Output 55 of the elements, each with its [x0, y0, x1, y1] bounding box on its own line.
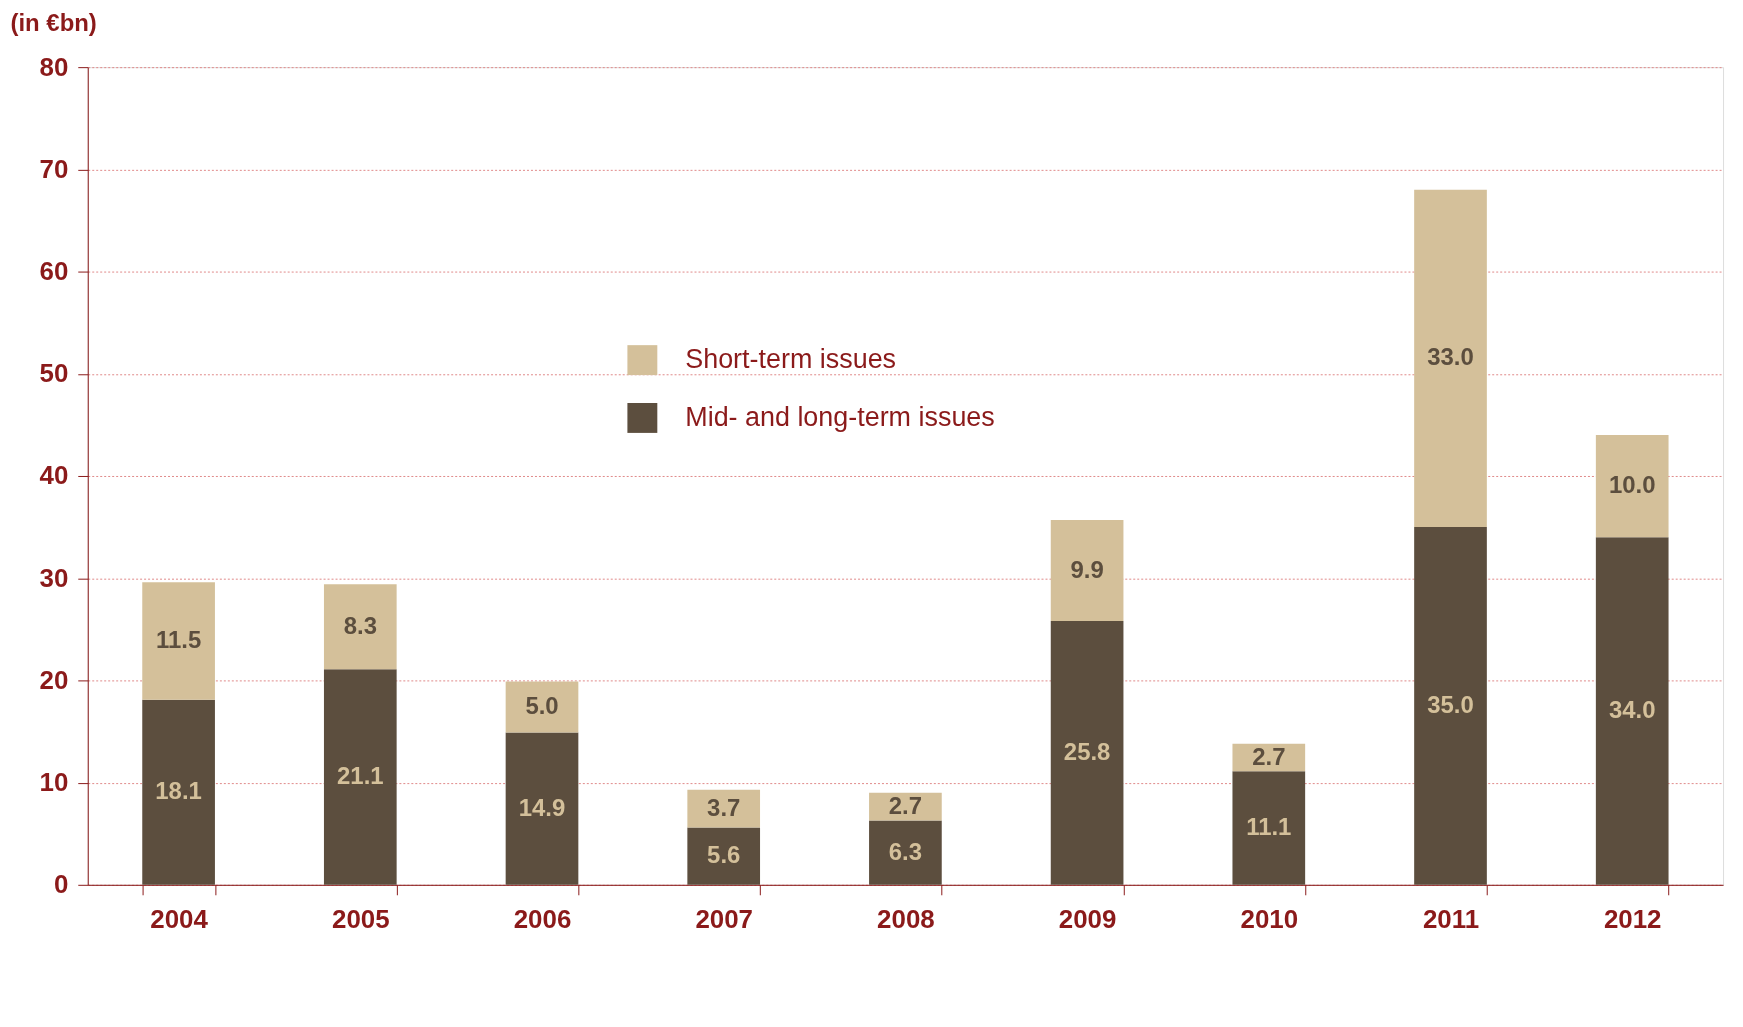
- data-label: 2.7: [888, 791, 923, 819]
- y-tick-label: 70: [39, 154, 69, 183]
- bar: [505, 732, 579, 885]
- bar: [1050, 621, 1124, 885]
- data-label: 11.5: [155, 626, 202, 654]
- bar: [1050, 519, 1124, 622]
- y-tick-label: 60: [39, 257, 69, 286]
- y-tick-label: 30: [39, 563, 69, 592]
- bar: [505, 681, 579, 733]
- bar: [1595, 435, 1669, 538]
- x-tick-label: 2007: [695, 905, 754, 934]
- data-label: 25.8: [1063, 737, 1111, 765]
- data-label: 18.1: [155, 777, 202, 805]
- data-label: 33.0: [1427, 343, 1474, 371]
- x-tick-label: 2009: [1058, 905, 1117, 934]
- y-tick-label: 50: [39, 359, 69, 388]
- data-label: 8.3: [343, 611, 377, 639]
- data-label: 3.7: [707, 793, 741, 821]
- y-tick-label: 10: [39, 768, 69, 797]
- x-tick-label: 2011: [1422, 905, 1480, 934]
- legend-label: Short-term issues: [685, 344, 897, 375]
- bar: [1414, 189, 1487, 528]
- bar: [687, 789, 761, 828]
- bar: [687, 827, 761, 885]
- bar: [1595, 537, 1669, 885]
- bar: [142, 699, 215, 885]
- data-label: 6.3: [888, 837, 923, 865]
- data-label: 21.1: [337, 761, 384, 789]
- bar: [323, 584, 397, 670]
- y-tick-label: 20: [39, 665, 69, 694]
- x-tick-label: 2008: [877, 905, 935, 934]
- data-label: 10.0: [1608, 471, 1656, 499]
- x-tick-label: 2004: [150, 905, 209, 934]
- legend-label: Mid- and long-term issues: [685, 401, 995, 432]
- data-label: 2.7: [1252, 742, 1286, 770]
- data-label: 9.9: [1070, 555, 1104, 583]
- data-label: 14.9: [518, 793, 566, 821]
- y-tick-label: 0: [53, 870, 69, 899]
- bar: [323, 669, 397, 885]
- y-tick-label: 80: [39, 52, 69, 81]
- bar: [869, 820, 942, 885]
- bar: [142, 582, 215, 700]
- x-tick-label: 2012: [1603, 905, 1662, 934]
- x-tick-label: 2010: [1240, 905, 1299, 934]
- data-label: 35.0: [1427, 690, 1474, 718]
- data-label: 34.0: [1608, 696, 1656, 724]
- data-label: 11.1: [1246, 813, 1292, 841]
- bar: [1414, 527, 1487, 885]
- y-tick-label: 40: [39, 461, 69, 490]
- x-tick-label: 2005: [331, 905, 390, 934]
- data-label: 5.0: [525, 691, 559, 719]
- x-tick-label: 2006: [513, 905, 572, 934]
- y-axis-title: (in €bn): [10, 8, 97, 36]
- bar: [1232, 771, 1306, 885]
- data-label: 5.6: [707, 841, 741, 869]
